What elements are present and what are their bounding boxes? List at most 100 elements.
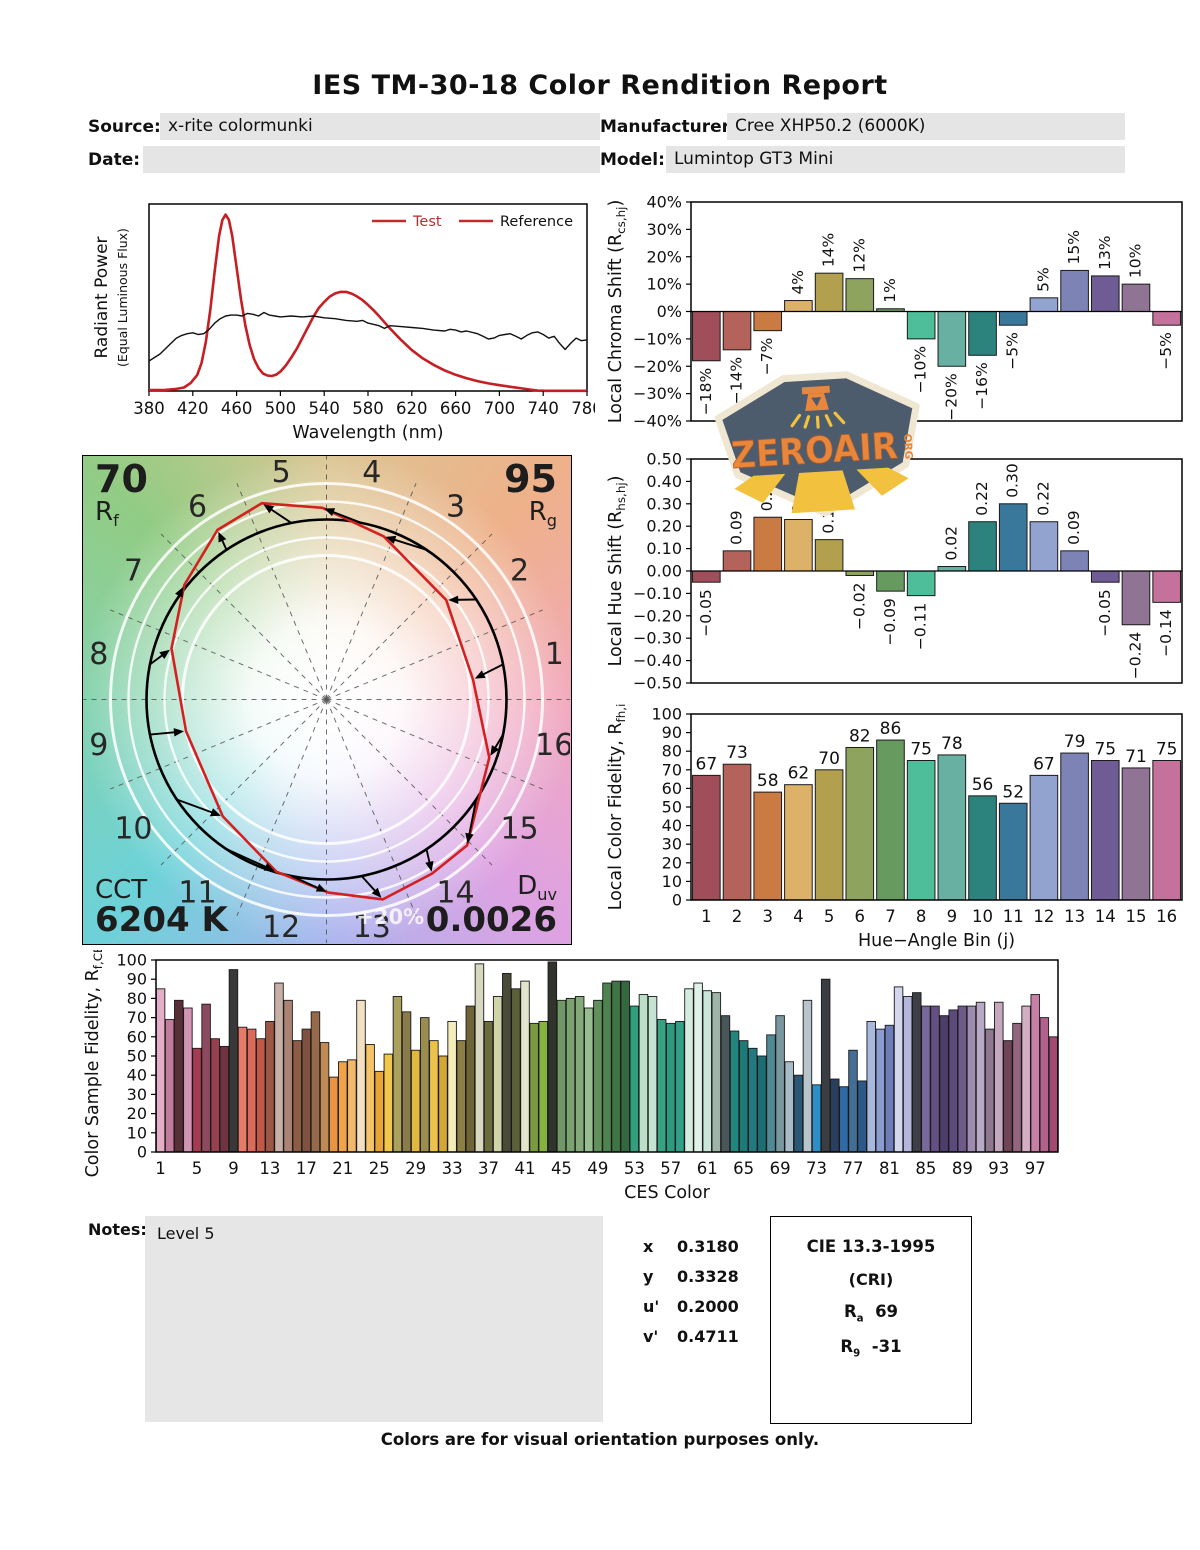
svg-text:65: 65 xyxy=(733,1159,754,1178)
page-title: IES TM-30-18 Color Rendition Report xyxy=(312,70,888,101)
svg-text:37: 37 xyxy=(478,1159,499,1178)
svg-text:−14%: −14% xyxy=(728,357,746,404)
svg-text:100: 100 xyxy=(116,951,147,970)
manufacturer-label: Manufacturer: xyxy=(600,117,737,137)
svg-text:13%: 13% xyxy=(1096,235,1114,269)
svg-text:5%: 5% xyxy=(1034,267,1052,292)
cri-summary-box: CIE 13.3-1995 (CRI) Ra 69 R9 -31 xyxy=(770,1216,972,1424)
svg-text:−0.05: −0.05 xyxy=(697,589,715,637)
footer-disclaimer: Colors are for visual orientation purpos… xyxy=(380,1430,820,1449)
r9-value-row: R9 -31 xyxy=(840,1337,902,1360)
svg-text:40%: 40% xyxy=(646,193,682,212)
svg-text:14: 14 xyxy=(1095,907,1116,926)
svg-text:6: 6 xyxy=(855,907,866,926)
svg-text:16: 16 xyxy=(1156,907,1177,926)
rf-score: 70 Rf xyxy=(95,457,148,530)
svg-text:57: 57 xyxy=(660,1159,681,1178)
svg-text:79: 79 xyxy=(1064,732,1086,752)
spectral-power-distribution-chart: 380 420 460 500 540 580 620 660 700 740 780 Wavelen… xyxy=(92,203,595,443)
svg-text:81: 81 xyxy=(879,1159,900,1178)
svg-text:Color Sample Fidelity, Rf,CESi: Color Sample Fidelity, Rf,CESi​ xyxy=(83,950,105,1177)
svg-text:9: 9 xyxy=(89,728,108,763)
svg-text:60: 60 xyxy=(662,779,682,798)
svg-text:6: 6 xyxy=(188,489,207,524)
svg-text:73: 73 xyxy=(806,1159,827,1178)
svg-text:0.40: 0.40 xyxy=(646,472,682,491)
svg-text:−10%: −10% xyxy=(912,346,930,393)
svg-text:50: 50 xyxy=(127,1047,147,1066)
svg-text:4: 4 xyxy=(793,907,804,926)
svg-text:11: 11 xyxy=(1003,907,1024,926)
svg-text:−7%: −7% xyxy=(758,338,776,376)
svg-text:61: 61 xyxy=(697,1159,718,1178)
svg-text:15: 15 xyxy=(1125,907,1146,926)
svg-text:30: 30 xyxy=(662,835,682,854)
svg-text:75: 75 xyxy=(1156,740,1178,760)
svg-text:10: 10 xyxy=(114,812,152,847)
svg-text:12%: 12% xyxy=(850,238,868,272)
svg-text:0.09: 0.09 xyxy=(1065,510,1083,545)
svg-text:−0.14: −0.14 xyxy=(1157,609,1175,657)
svg-text:70: 70 xyxy=(662,760,682,779)
svg-text:0.00: 0.00 xyxy=(646,562,682,581)
svg-text:16: 16 xyxy=(535,728,570,763)
svg-text:1: 1 xyxy=(155,1159,166,1178)
svg-text:−0.24: −0.24 xyxy=(1126,632,1144,680)
svg-text:75: 75 xyxy=(910,740,932,760)
svg-text:20: 20 xyxy=(127,1104,147,1123)
svg-text:Local Chroma Shift (Rcs,hj​): Local Chroma Shift (Rcs,hj​) xyxy=(606,200,628,424)
svg-text:50: 50 xyxy=(662,798,682,817)
svg-text:14: 14 xyxy=(436,876,474,911)
svg-text:58: 58 xyxy=(757,771,779,791)
local-chroma-shift-chart: −18% −14% −7% 4% 14% 12% 1% −10% −20% −16% −5% 5% 15… xyxy=(606,193,1183,431)
svg-text:10%: 10% xyxy=(646,275,682,294)
svg-text:77: 77 xyxy=(843,1159,864,1178)
chromaticity-coordinates: x 0.3180 y 0.3328 u' 0.2000 v' 0.4711 xyxy=(643,1232,739,1352)
svg-text:−40%: −40% xyxy=(633,412,682,431)
svg-text:62: 62 xyxy=(788,764,810,784)
notes-label: Notes: xyxy=(88,1220,147,1239)
svg-text:CES Color: CES Color xyxy=(624,1183,710,1203)
model-label: Model: xyxy=(600,150,665,170)
svg-text:90: 90 xyxy=(662,723,682,742)
svg-text:10%: 10% xyxy=(1126,244,1144,278)
svg-text:Hue−Angle Bin (j): Hue−Angle Bin (j) xyxy=(858,931,1015,951)
svg-text:660: 660 xyxy=(440,399,472,418)
svg-text:67: 67 xyxy=(696,754,718,774)
svg-text:−0.11: −0.11 xyxy=(912,603,930,651)
svg-text:80: 80 xyxy=(127,989,147,1008)
svg-text:−18%: −18% xyxy=(697,368,715,415)
svg-text:25: 25 xyxy=(369,1159,390,1178)
svg-text:5: 5 xyxy=(192,1159,203,1178)
svg-text:4%: 4% xyxy=(789,270,807,295)
svg-text:78: 78 xyxy=(941,734,963,754)
svg-text:20: 20 xyxy=(662,853,682,872)
svg-text:5: 5 xyxy=(824,907,835,926)
svg-text:−5%: −5% xyxy=(1157,332,1175,370)
svg-text:60: 60 xyxy=(127,1027,147,1046)
svg-text:0.22: 0.22 xyxy=(1034,481,1052,516)
svg-text:1: 1 xyxy=(545,637,564,672)
svg-text:−5%: −5% xyxy=(1004,332,1022,370)
svg-text:0.10: 0.10 xyxy=(646,539,682,558)
svg-text:40: 40 xyxy=(127,1066,147,1085)
chromaticity-row-y: y 0.3328 xyxy=(643,1267,739,1286)
svg-text:49: 49 xyxy=(587,1159,608,1178)
svg-text:1%: 1% xyxy=(881,278,899,303)
svg-text:580: 580 xyxy=(352,399,384,418)
svg-text:21: 21 xyxy=(332,1159,353,1178)
svg-text:0.30: 0.30 xyxy=(1004,463,1022,498)
svg-text:10: 10 xyxy=(972,907,993,926)
svg-text:0.24: 0.24 xyxy=(758,477,776,512)
svg-text:−20%: −20% xyxy=(942,373,960,420)
svg-text:540: 540 xyxy=(308,399,340,418)
svg-text:0.50: 0.50 xyxy=(646,450,682,469)
rg-score: 95 Rg xyxy=(504,457,557,530)
svg-text:460: 460 xyxy=(221,399,253,418)
svg-text:52: 52 xyxy=(1002,782,1024,802)
svg-text:67: 67 xyxy=(1033,754,1055,774)
svg-text:1: 1 xyxy=(701,907,712,926)
svg-text:5: 5 xyxy=(272,456,291,490)
